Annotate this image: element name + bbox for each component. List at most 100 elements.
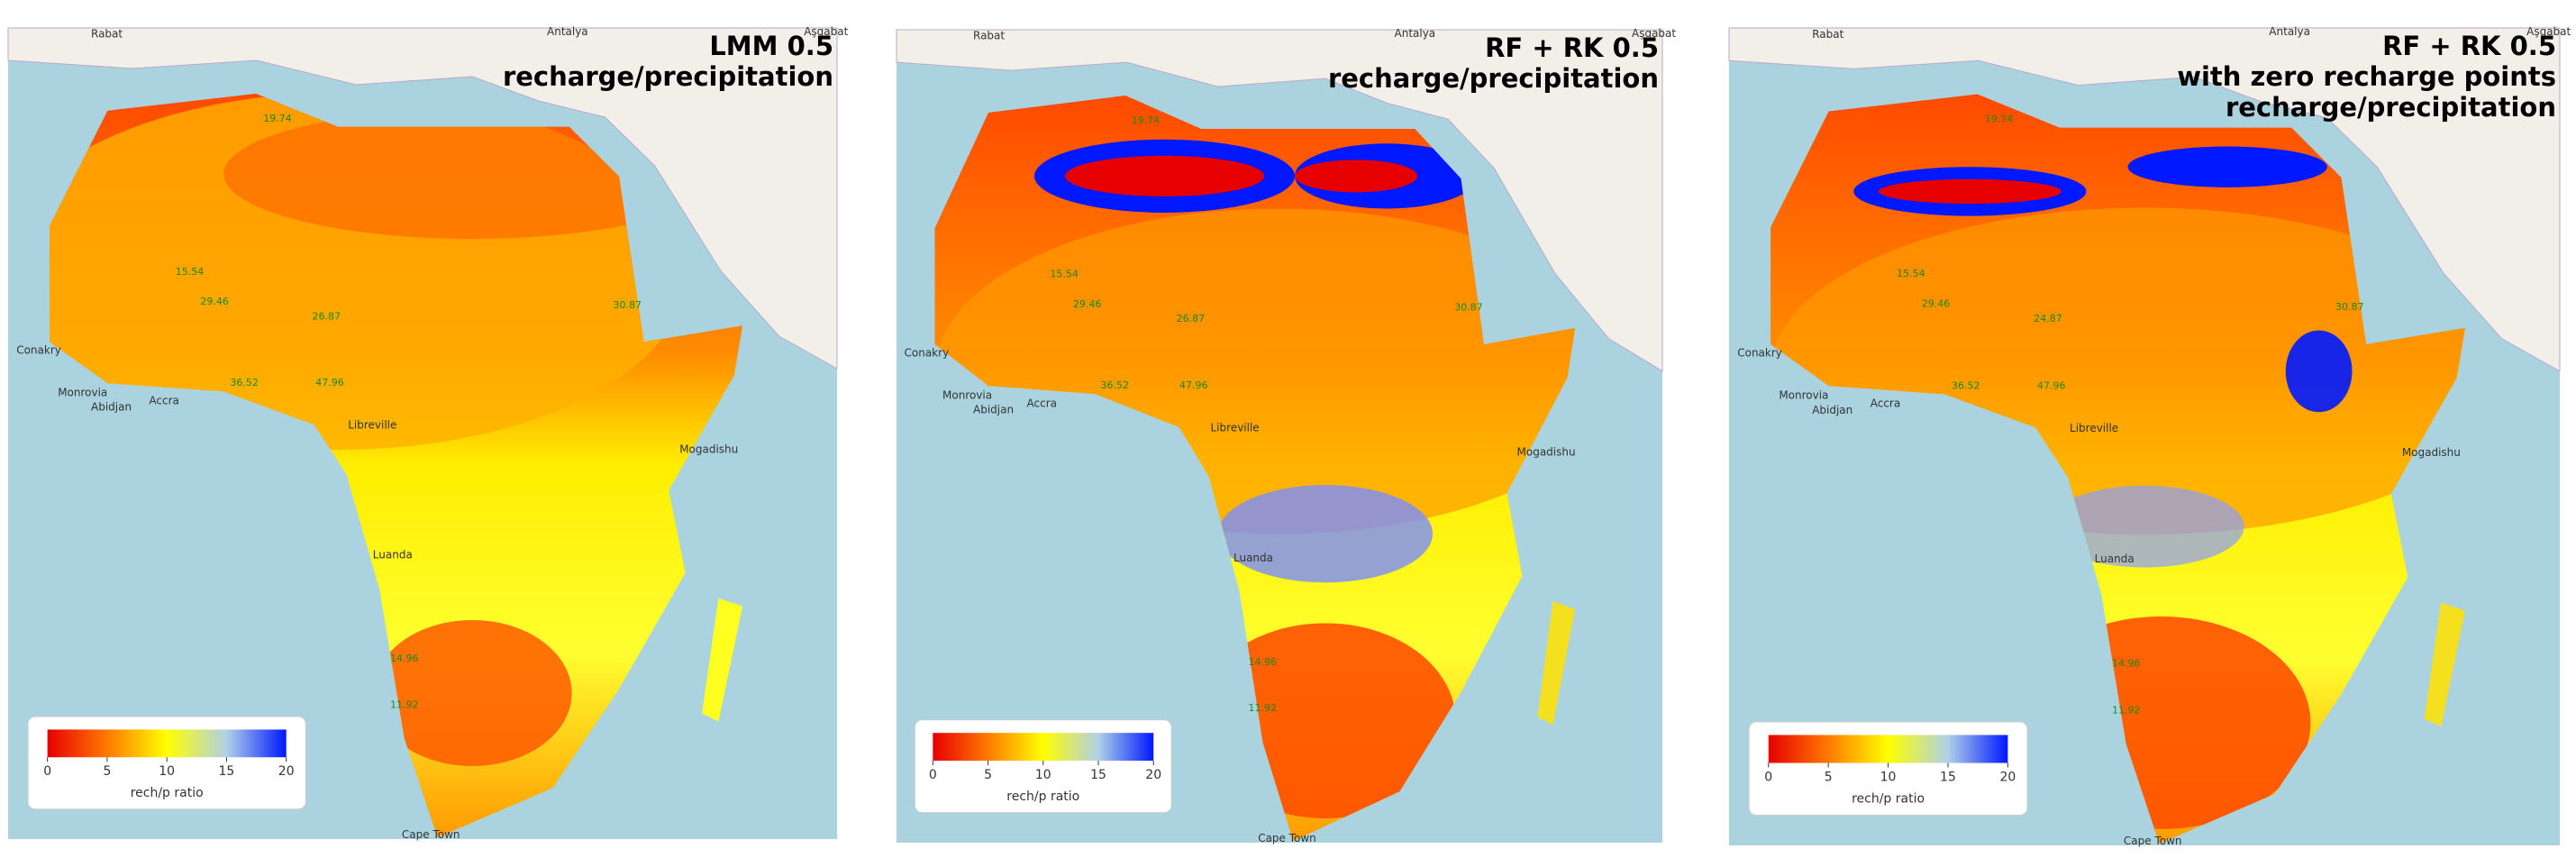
point-label: 30.87 (2335, 301, 2364, 313)
colorbar-tick-label: 5 (984, 768, 992, 782)
point-label: 14.96 (1249, 656, 1278, 668)
colorbar-tick-label: 15 (219, 764, 235, 779)
place-label: Aşgabat (2526, 25, 2571, 38)
colorbar-tick-label: 10 (159, 764, 175, 779)
point-label: 11.92 (2112, 704, 2141, 716)
colorbar-tick-label: 15 (1940, 771, 1956, 785)
place-label: Accra (149, 395, 178, 407)
place-label: Accra (1027, 397, 1057, 409)
colorbar (933, 733, 1154, 762)
place-label: Luanda (2095, 552, 2135, 565)
colorbar-tick-label: 20 (278, 764, 295, 779)
colorbar-tick-label: 5 (103, 764, 111, 779)
point-label: 29.46 (200, 296, 229, 307)
point-label: 26.87 (1177, 313, 1206, 324)
colorbar-tick-label: 0 (929, 768, 937, 782)
place-label: Conakry (905, 346, 950, 359)
point-label: 29.46 (1922, 298, 1951, 310)
place-label: Abidjan (91, 401, 132, 414)
point-label: 11.92 (1249, 702, 1278, 714)
point-label: 30.87 (613, 299, 642, 311)
colorbar (47, 729, 287, 758)
place-label: Conakry (16, 344, 61, 357)
point-label: 26.87 (313, 310, 341, 322)
colorbar-tick-label: 20 (1999, 771, 2016, 785)
point-label: 15.54 (1897, 268, 1925, 279)
place-label: Rabat (973, 30, 1005, 42)
place-label: Luanda (1233, 552, 1273, 564)
place-label: Luanda (373, 549, 413, 561)
colorbar-tick-label: 5 (1825, 771, 1833, 785)
place-label: Conakry (1737, 346, 1782, 359)
place-label: Antalya (2269, 25, 2310, 38)
raster-patch (1218, 485, 1433, 583)
madagascar (702, 598, 743, 722)
panel-title: LMM 0.5 (709, 31, 833, 61)
place-label: Monrovia (942, 388, 992, 401)
place-label: Cape Town (1258, 832, 1316, 844)
panel-title: recharge/precipitation (2226, 92, 2556, 123)
place-label: Libreville (348, 419, 396, 432)
point-label: 30.87 (1454, 301, 1483, 313)
raster-patch (1295, 160, 1417, 193)
place-label: Rabat (1812, 28, 1843, 41)
colorbar-tick-label: 20 (1145, 768, 1161, 782)
colorbar-label: rech/p ratio (1852, 792, 1925, 807)
colorbar-tick-label: 10 (1880, 771, 1897, 785)
colorbar-tick-label: 0 (43, 764, 51, 779)
place-label: Mogadishu (2402, 446, 2461, 459)
panel-title: RF + RK 0.5 (1485, 32, 1659, 63)
colorbar-label: rech/p ratio (131, 786, 204, 800)
madagascar (2424, 602, 2465, 727)
place-label: Antalya (547, 25, 588, 38)
colorbar-tick-label: 10 (1035, 768, 1051, 782)
colorbar-label: rech/p ratio (1006, 790, 1079, 804)
point-label: 15.54 (176, 266, 205, 278)
point-label: 24.87 (2034, 313, 2062, 324)
colorbar-tick-label: 0 (1764, 771, 1772, 785)
map-panel: Rabat Antalya Aşgabat Conakry Monrovia Abidja… (896, 27, 1676, 844)
point-label: 11.92 (390, 699, 419, 711)
raster-patch (1065, 155, 1264, 196)
place-label: Mogadishu (679, 443, 738, 456)
place-label: Abidjan (1812, 404, 1852, 416)
basemap-land (7, 27, 838, 370)
place-label: Cape Town (2124, 835, 2182, 847)
point-label: 47.96 (1179, 379, 1208, 391)
point-label: 36.52 (1952, 379, 1980, 391)
place-label: Cape Town (402, 828, 460, 841)
place-label: Monrovia (1779, 389, 1828, 402)
raster-patch (1878, 178, 2062, 205)
point-label: 19.74 (1132, 114, 1161, 126)
panel-title: recharge/precipitation (503, 61, 833, 92)
madagascar (1537, 601, 1576, 726)
map-panel: Rabat Antalya Aşgabat Conakry Monrovia Abidja… (7, 25, 849, 841)
place-label: Abidjan (973, 404, 1014, 416)
point-label: 47.96 (2037, 379, 2066, 391)
raster-patch (2127, 146, 2327, 187)
raster-patch (372, 620, 572, 766)
colorbar-tick-label: 15 (1090, 768, 1106, 782)
point-label: 36.52 (1101, 379, 1130, 391)
place-label: Aşgabat (804, 25, 848, 38)
point-label: 47.96 (315, 377, 344, 388)
point-label: 19.74 (263, 113, 292, 124)
place-label: Libreville (1211, 421, 1260, 434)
panel-title: RF + RK 0.5 (2382, 31, 2556, 61)
place-label: Rabat (91, 28, 123, 41)
point-label: 15.54 (1050, 269, 1079, 280)
raster (50, 93, 722, 766)
point-label: 19.74 (1985, 114, 2014, 125)
place-label: Monrovia (58, 387, 107, 399)
place-label: Antalya (1395, 27, 1436, 40)
place-label: Accra (1871, 397, 1900, 410)
panel-title: with zero recharge points (2177, 61, 2556, 92)
map-panel: Rabat Antalya Aşgabat Conakry Monrovia Abidja… (1728, 25, 2571, 847)
point-label: 14.96 (2112, 658, 2141, 670)
raster-patch (2044, 485, 2244, 568)
colorbar (1768, 735, 2008, 763)
place-label: Aşgabat (1632, 27, 1676, 40)
panel-title: recharge/precipitation (1328, 63, 1659, 94)
